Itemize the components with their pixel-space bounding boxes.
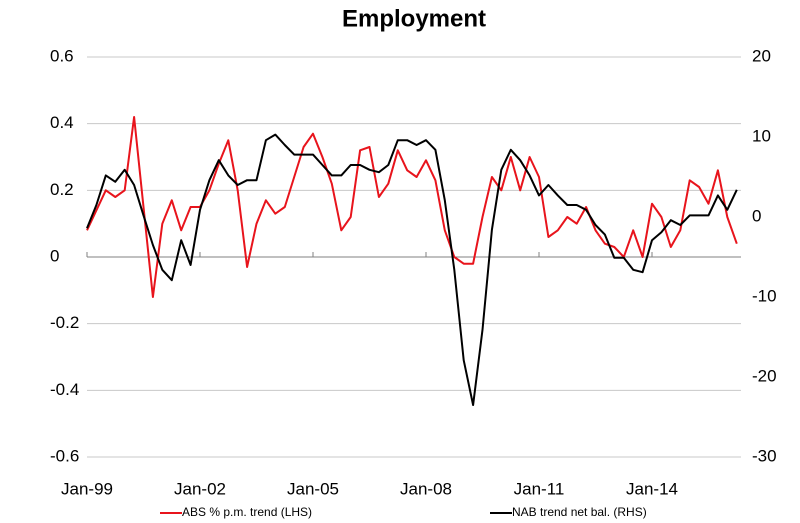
x-tick-label: Jan-05	[287, 479, 339, 498]
y2-tick-label: 10	[752, 126, 771, 145]
x-tick-label: Jan-14	[626, 479, 678, 498]
legend-label: NAB trend net bal. (RHS)	[512, 505, 647, 519]
y-tick-label: -0.6	[50, 446, 79, 465]
y2-tick-label: -30	[752, 446, 777, 465]
x-tick-label: Jan-99	[61, 479, 113, 498]
series-line	[86, 116, 738, 298]
y-tick-label: 0.6	[50, 46, 74, 65]
x-tick-label: Jan-11	[514, 479, 565, 498]
y-tick-label: 0.4	[50, 113, 74, 132]
y2-tick-label: 20	[752, 46, 771, 65]
y-tick-label: -0.2	[50, 313, 79, 332]
y2-tick-label: -10	[752, 286, 777, 305]
series-line	[86, 133, 738, 406]
chart-title: Employment	[342, 5, 486, 32]
x-tick-label: Jan-08	[400, 479, 452, 498]
x-tick-label: Jan-02	[174, 479, 226, 498]
y2-tick-label: 0	[752, 206, 761, 225]
y-tick-label: 0	[50, 246, 59, 265]
legend-label: ABS % p.m. trend (LHS)	[182, 505, 312, 519]
y2-tick-label: -20	[752, 366, 777, 385]
y-tick-label: 0.2	[50, 180, 74, 199]
y-tick-label: -0.4	[50, 380, 79, 399]
